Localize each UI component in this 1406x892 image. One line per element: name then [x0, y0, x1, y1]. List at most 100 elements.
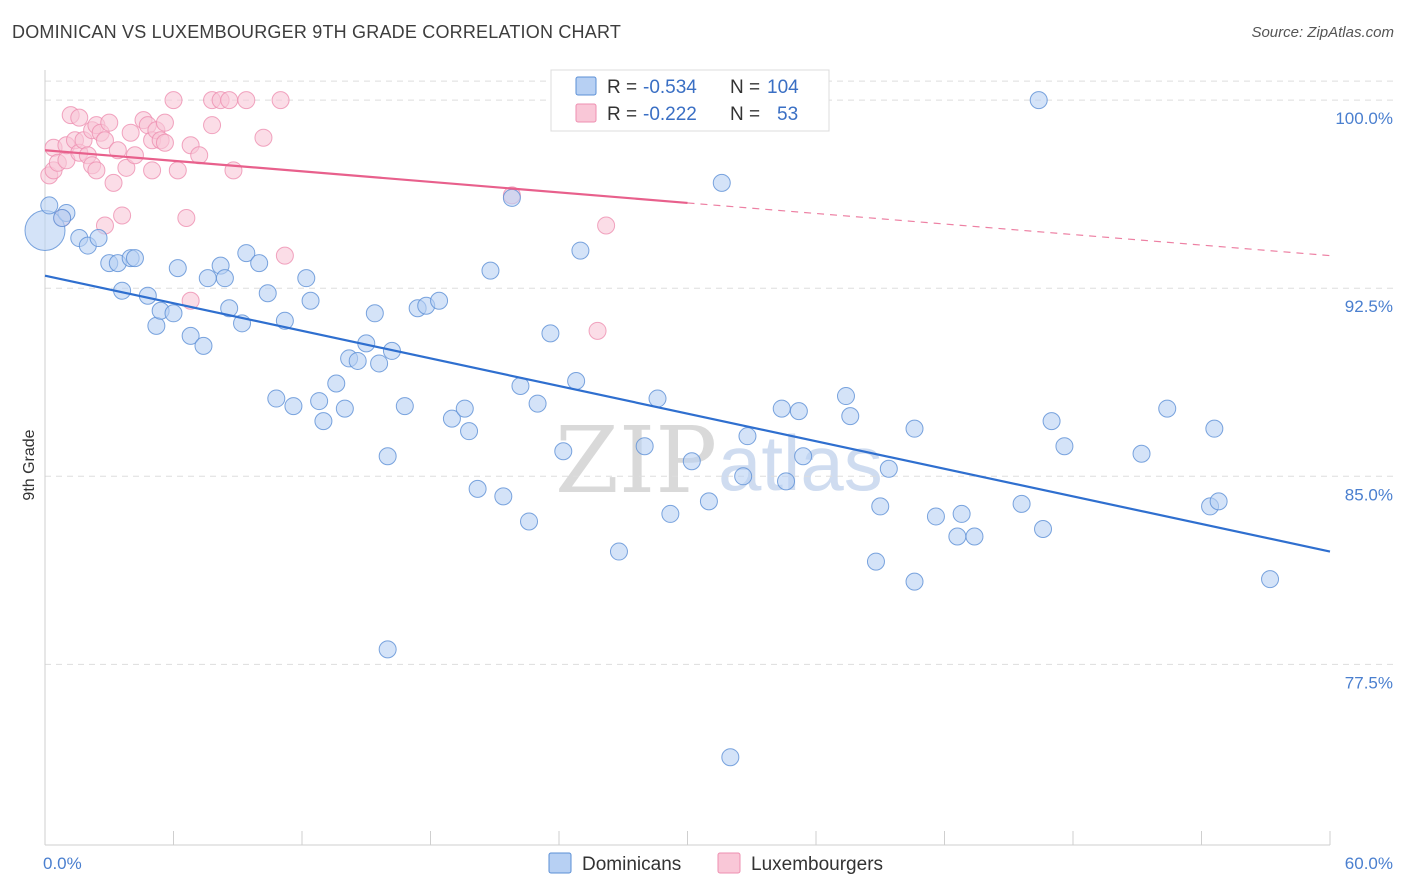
dominican-point — [571, 241, 590, 260]
dominican-point — [721, 748, 740, 767]
dominican-point — [841, 407, 860, 426]
luxembourger-point — [237, 91, 256, 110]
luxembourger-point — [117, 158, 136, 177]
luxembourger-point — [95, 131, 114, 150]
dominican-point — [147, 316, 166, 335]
source-label: Source: ZipAtlas.com — [1251, 24, 1394, 41]
y-tick-label: 100.0% — [1335, 109, 1393, 128]
dominican-point — [948, 527, 967, 546]
dominican-point — [442, 409, 461, 428]
dominican-point — [89, 229, 108, 248]
dominican-point — [926, 507, 945, 526]
luxembourger-point — [143, 161, 162, 180]
dominican-point — [1132, 444, 1151, 463]
dominican-point — [1209, 492, 1228, 511]
luxembourger-point — [254, 128, 273, 147]
bottom-legend-swatch-dominicans — [548, 852, 572, 874]
legend-r-value-2: -0.222 — [643, 104, 697, 125]
dominican-point — [430, 291, 449, 310]
dominican-point — [905, 419, 924, 438]
dominican-point — [168, 259, 187, 278]
dominican-point — [528, 394, 547, 413]
dominican-point — [327, 374, 346, 393]
dominican-point — [164, 304, 183, 323]
y-tick-label: 85.0% — [1345, 485, 1393, 504]
dominican-point — [871, 497, 890, 516]
dominican-point — [40, 196, 59, 215]
dominican-point — [738, 427, 757, 446]
dominican-point — [682, 452, 701, 471]
x-tick-labels: 0.0% 60.0% — [43, 854, 1393, 873]
luxembourger-point — [100, 113, 119, 132]
dominican-point — [965, 527, 984, 546]
luxembourger-trend-line — [44, 149, 688, 205]
series-luxembourgers — [40, 91, 616, 340]
dominican-point — [194, 336, 213, 355]
y-tick-labels: 77.5% 85.0% 92.5% 100.0% — [1335, 109, 1393, 692]
legend-swatch-luxembourgers — [575, 103, 597, 123]
legend-n-label-2: N = — [730, 104, 760, 125]
legend-n-value-1: 104 — [767, 77, 799, 98]
luxembourger-point — [203, 116, 222, 135]
dominican-point — [378, 447, 397, 466]
legend-r-label-1: R = — [607, 77, 637, 98]
luxembourger-point — [597, 216, 616, 235]
legend-r-label-2: R = — [607, 104, 637, 125]
dominican-point — [297, 269, 316, 288]
dominican-point — [481, 261, 500, 280]
dominican-point — [879, 459, 898, 478]
dominican-point — [378, 640, 397, 659]
dominican-point — [460, 422, 479, 441]
dominican-point — [258, 284, 277, 303]
x-tick-label-min: 0.0% — [43, 854, 82, 873]
dominican-point — [789, 402, 808, 421]
dominican-point — [215, 269, 234, 288]
dominican-point — [468, 479, 487, 498]
dominican-point — [1261, 570, 1280, 589]
luxembourger-point — [104, 173, 123, 192]
dominican-point — [794, 447, 813, 466]
dominican-point — [777, 472, 796, 491]
dominican-point — [198, 269, 217, 288]
dominican-point — [836, 387, 855, 406]
luxembourger-point — [190, 146, 209, 165]
series-legend: Dominicans Luxembourgers — [548, 852, 883, 875]
dominican-point — [237, 244, 256, 263]
dominican-point — [772, 399, 791, 418]
dominican-point — [348, 351, 367, 370]
luxembourger-point — [271, 91, 290, 110]
y-tick-label: 77.5% — [1345, 673, 1393, 692]
dominican-point — [1034, 519, 1053, 538]
luxembourger-point — [220, 91, 239, 110]
legend-swatch-dominicans — [575, 76, 597, 96]
dominican-point — [648, 389, 667, 408]
dominican-point — [1012, 494, 1031, 513]
watermark: ZIP atlas — [555, 407, 883, 514]
dominican-point — [494, 487, 513, 506]
bottom-legend-swatch-luxembourgers — [717, 852, 741, 874]
dominican-point — [310, 392, 329, 411]
dominican-point — [267, 389, 286, 408]
dominican-point — [609, 542, 628, 561]
chart-title: DOMINICAN VS LUXEMBOURGER 9TH GRADE CORR… — [12, 22, 622, 42]
dominican-point — [502, 188, 521, 207]
dominican-point — [53, 208, 72, 227]
dominican-point — [1205, 419, 1224, 438]
dominican-point — [125, 249, 144, 268]
luxembourger-point — [155, 113, 174, 132]
dominican-point — [567, 372, 586, 391]
dominican-point — [250, 254, 269, 273]
dominican-point — [712, 173, 731, 192]
dominican-point — [395, 397, 414, 416]
luxembourger-point — [177, 208, 196, 227]
legend-r-value-1: -0.534 — [643, 77, 697, 98]
dominican-point — [1055, 437, 1074, 456]
trend-lines — [44, 149, 1331, 553]
dominican-point — [314, 412, 333, 431]
dominican-point — [699, 492, 718, 511]
dominican-point — [370, 354, 389, 373]
luxembourger-point — [164, 91, 183, 110]
dominican-point — [661, 504, 680, 523]
luxembourger-point — [87, 161, 106, 180]
